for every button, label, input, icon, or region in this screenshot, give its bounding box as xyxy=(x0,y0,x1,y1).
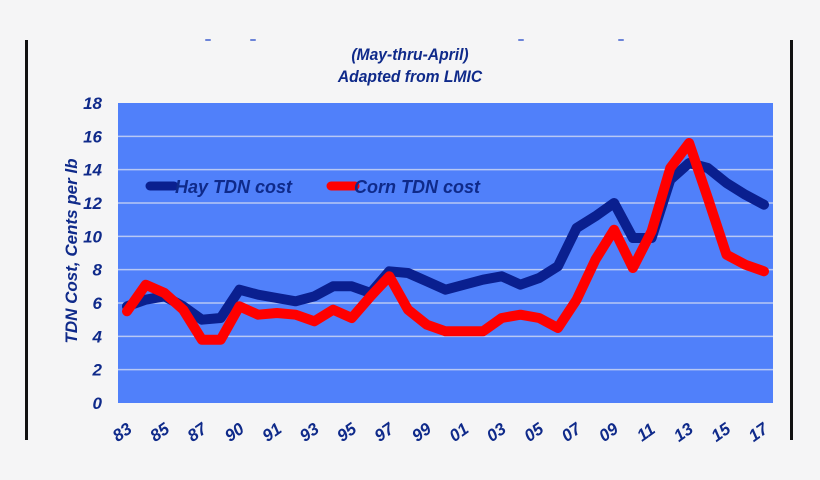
y-tick-label: 18 xyxy=(83,94,102,113)
data-series xyxy=(122,138,769,345)
x-tick-label: 83 xyxy=(109,419,136,446)
y-tick-label: 4 xyxy=(92,327,103,346)
left-frame-bar xyxy=(25,40,28,440)
x-tick-label: 15 xyxy=(708,419,735,446)
legend-label: Corn TDN cost xyxy=(354,177,481,197)
x-tick-label: 07 xyxy=(558,418,586,445)
title-fragment xyxy=(250,39,256,41)
y-tick-label: 2 xyxy=(92,361,103,380)
x-tick-label: 09 xyxy=(595,419,622,446)
x-tick-label: 97 xyxy=(371,418,399,445)
plot-area xyxy=(118,103,773,403)
y-tick-label: 16 xyxy=(83,127,102,146)
x-tick-label: 85 xyxy=(146,419,173,446)
x-tick-label: 03 xyxy=(483,419,510,446)
x-tick-label: 05 xyxy=(521,419,548,446)
title-fragment xyxy=(618,39,624,41)
chart-subtitle-source: Adapted from LMIC xyxy=(337,67,483,86)
y-tick-label: 8 xyxy=(93,261,103,280)
x-tick-label: 91 xyxy=(259,419,285,445)
x-tick-label: 99 xyxy=(408,419,435,446)
y-axis-ticks: 0 2 4 6 8 10 12 14 16 18 xyxy=(83,94,102,413)
y-tick-label: 0 xyxy=(93,394,103,413)
title-fragment xyxy=(518,39,524,41)
x-tick-label: 87 xyxy=(184,418,212,445)
x-tick-label: 11 xyxy=(633,420,658,446)
title-fragment xyxy=(205,39,211,41)
legend-label: Hay TDN cost xyxy=(175,177,293,197)
x-axis-ticks: 83 85 87 90 91 93 95 97 99 01 03 05 07 09 11 13 15 17 xyxy=(109,418,773,445)
y-tick-label: 10 xyxy=(83,227,102,246)
x-tick-label: 95 xyxy=(334,419,361,446)
x-tick-label: 01 xyxy=(446,419,472,445)
x-tick-label: 17 xyxy=(745,418,773,445)
series-line xyxy=(122,138,769,345)
legend: Hay TDN cost Corn TDN cost xyxy=(145,177,481,197)
y-tick-label: 14 xyxy=(83,161,102,180)
x-tick-label: 13 xyxy=(670,419,697,446)
x-tick-label: 93 xyxy=(296,419,323,446)
y-tick-label: 12 xyxy=(83,194,102,213)
y-tick-label: 6 xyxy=(93,294,103,313)
right-frame-bar xyxy=(790,40,793,440)
chart-subtitle-period: (May-thru-April) xyxy=(351,45,469,64)
x-tick-label: 90 xyxy=(221,419,248,446)
